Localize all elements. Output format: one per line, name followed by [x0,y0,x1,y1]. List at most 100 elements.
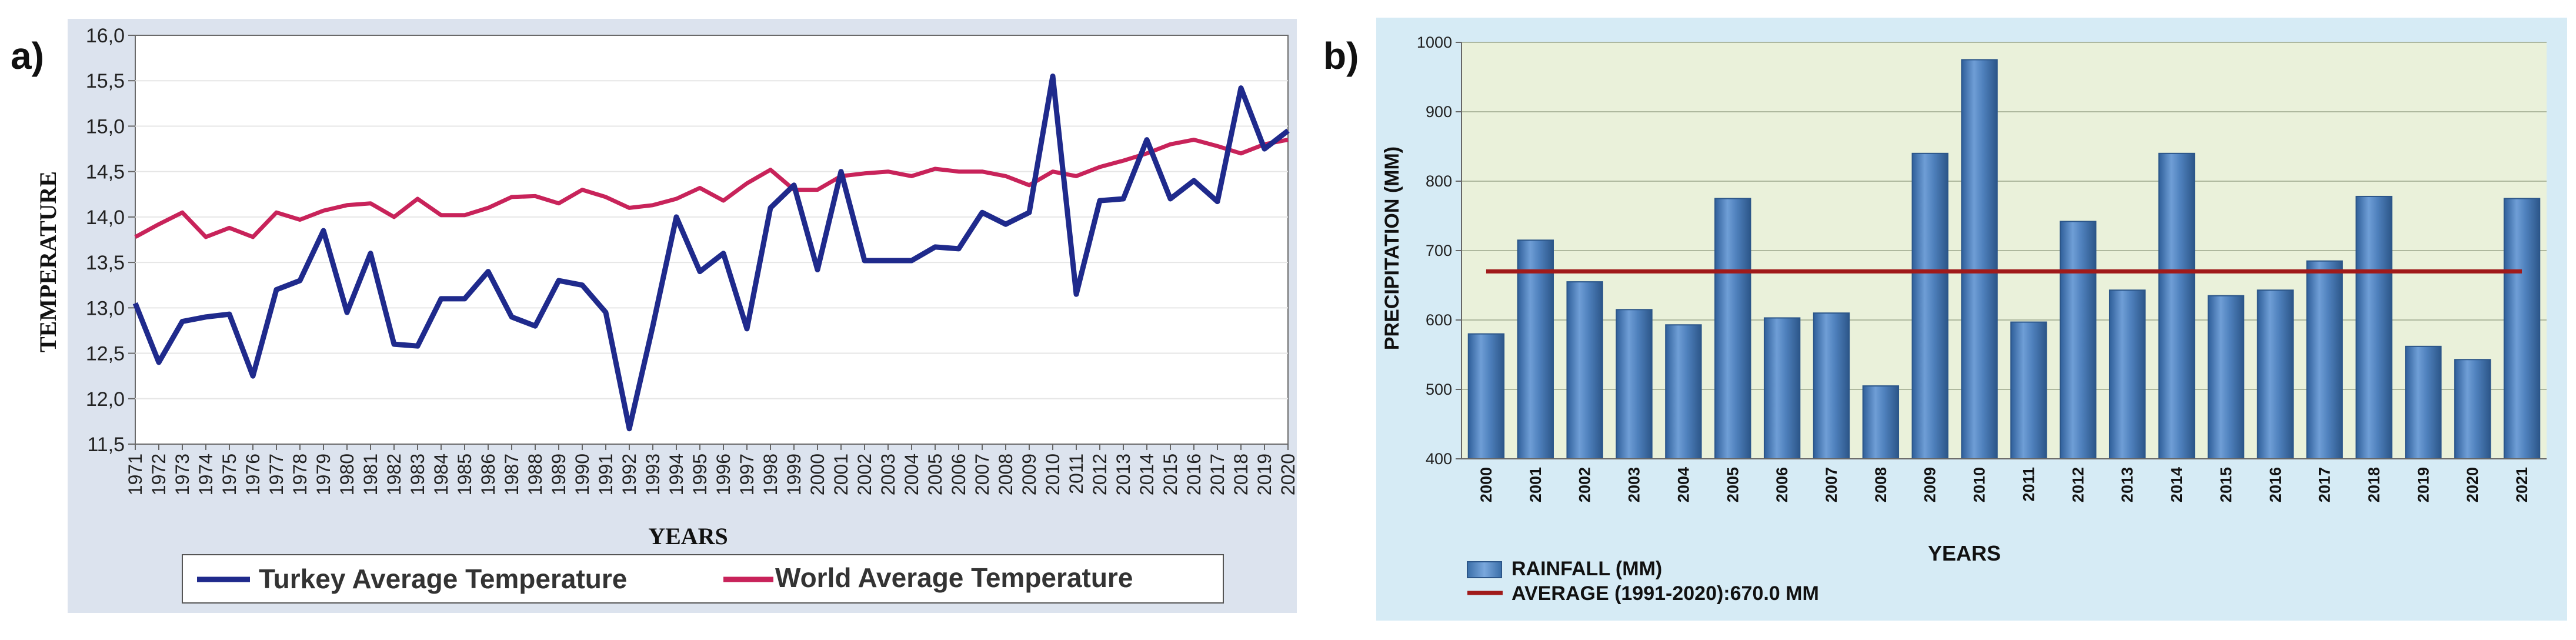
bar-rainfall [2010,321,2047,459]
bar-rainfall [1566,281,1603,459]
panel-label-a: a) [11,35,44,77]
x-tick-label-b: 2001 [1527,467,1544,502]
y-tick-label-a: 13,0 [86,297,125,319]
x-tick-label-a: 2017 [1207,454,1228,495]
x-tick-label-b: 2002 [1576,467,1594,502]
bar-rainfall [1665,324,1702,460]
x-tick-label-a: 2011 [1066,454,1087,494]
legend-a [182,554,1224,604]
x-tick-label-a: 2016 [1183,454,1204,495]
x-tick-label-b: 2016 [2267,467,2284,502]
x-tick-label-b: 2017 [2316,467,2334,502]
x-axis-title-b: YEARS [1928,541,2001,565]
bar-rainfall [1911,152,1948,459]
x-tick-label-b: 2020 [2464,467,2481,502]
y-tick-label-a: 12,0 [86,388,125,411]
y-tick-label-a: 15,5 [86,70,125,92]
bar-rainfall [2060,221,2097,459]
x-tick-label-b: 2004 [1674,467,1692,502]
x-axis-title-a: YEARS [648,523,728,549]
x-tick-label-b: 2009 [1921,467,1939,502]
y-tick-label-a: 13,5 [86,252,125,274]
y-tick-label-a: 11,5 [87,434,125,456]
x-tick-label-a: 2010 [1042,454,1063,495]
x-tick-label-a: 2009 [1019,454,1040,495]
legend-label-turkey: Turkey Average Temperature [259,564,627,594]
x-tick-label-a: 1996 [713,454,734,495]
x-tick-label-a: 1997 [736,454,758,495]
x-tick-label-a: 1972 [148,454,169,495]
bar-rainfall [1467,333,1505,459]
x-tick-label-b: 2013 [2118,467,2136,502]
y-tick-label-a: 12,5 [86,343,125,365]
x-tick-label-b: 2014 [2168,467,2185,502]
x-tick-label-a: 2008 [995,454,1016,495]
x-tick-label-a: 2001 [830,454,852,495]
x-tick-label-b: 2018 [2365,467,2383,502]
x-tick-label-a: 1977 [266,454,287,495]
x-tick-label-a: 1999 [783,454,805,495]
x-tick-label-a: 1986 [478,454,499,495]
y-tick-label-a: 16,0 [86,25,125,47]
x-tick-label-a: 2003 [877,454,899,495]
x-tick-label-a: 1978 [289,454,311,495]
x-tick-label-a: 1995 [689,454,710,495]
x-tick-label-b: 2005 [1724,467,1741,502]
x-tick-label-a: 1982 [383,454,405,495]
y-axis-title-b: PRECIPITATION (MM) [1381,146,1403,350]
y-tick-label-b: 1000 [1417,34,1452,51]
x-tick-label-a: 1994 [666,454,687,495]
x-tick-label-a: 2015 [1160,454,1181,495]
y-tick-label-b: 800 [1426,172,1452,190]
x-tick-label-a: 2012 [1089,454,1110,495]
y-tick-label-b: 600 [1426,311,1452,329]
x-tick-label-b: 2012 [2069,467,2087,502]
x-tick-label-a: 1993 [642,454,663,495]
bar-rainfall [1763,317,1801,460]
x-tick-label-a: 2020 [1277,454,1299,495]
series-line-turkey [132,74,1290,432]
x-tick-label-b: 2021 [2513,467,2531,502]
bar-rainfall [2405,345,2442,460]
x-tick-label-b: 2000 [1477,467,1495,502]
x-tick-label-b: 2019 [2414,467,2432,502]
bar-rainfall [2257,289,2294,459]
x-tick-label-a: 1981 [360,454,381,495]
x-tick-label-a: 1980 [336,454,358,495]
x-tick-label-a: 1975 [219,454,240,495]
x-tick-label-a: 1989 [548,454,569,495]
x-tick-label-b: 2008 [1872,467,1890,502]
x-tick-label-a: 1974 [195,454,216,495]
x-tick-label-b: 2007 [1823,467,1840,502]
x-tick-label-a: 1973 [172,454,193,495]
x-tick-label-a: 2006 [948,454,969,495]
x-tick-label-b: 2011 [2020,467,2037,502]
legend-label-rainfall: RAINFALL (MM) [1511,558,1662,580]
x-tick-label-a: 2014 [1136,454,1157,495]
x-tick-label-a: 2000 [807,454,828,495]
y-axis-title-a: TEMPERATURE [35,171,61,352]
bar-rainfall [2454,359,2491,460]
x-tick-label-a: 1987 [501,454,522,495]
x-tick-label-a: 2002 [854,454,875,495]
bar-rainfall [2207,295,2245,459]
bar-rainfall [2355,195,2393,459]
bar-rainfall [2158,152,2195,459]
x-tick-label-a: 1998 [760,454,781,495]
bar-rainfall [1961,59,1998,459]
x-tick-label-a: 2013 [1113,454,1134,495]
x-tick-label-a: 1983 [407,454,428,495]
y-tick-label-b: 500 [1426,381,1452,398]
series-line-world [134,138,1289,239]
bar-rainfall [1862,385,1900,459]
bar-rainfall [1616,309,1653,459]
x-tick-label-a: 1976 [242,454,263,495]
legend-label-world: World Average Temperature [775,562,1133,593]
x-tick-label-b: 2010 [1971,467,1988,502]
x-tick-label-a: 1984 [431,454,452,495]
y-tick-label-b: 900 [1426,103,1452,121]
y-tick-label-a: 14,5 [86,161,125,184]
x-tick-label-a: 1988 [525,454,546,495]
